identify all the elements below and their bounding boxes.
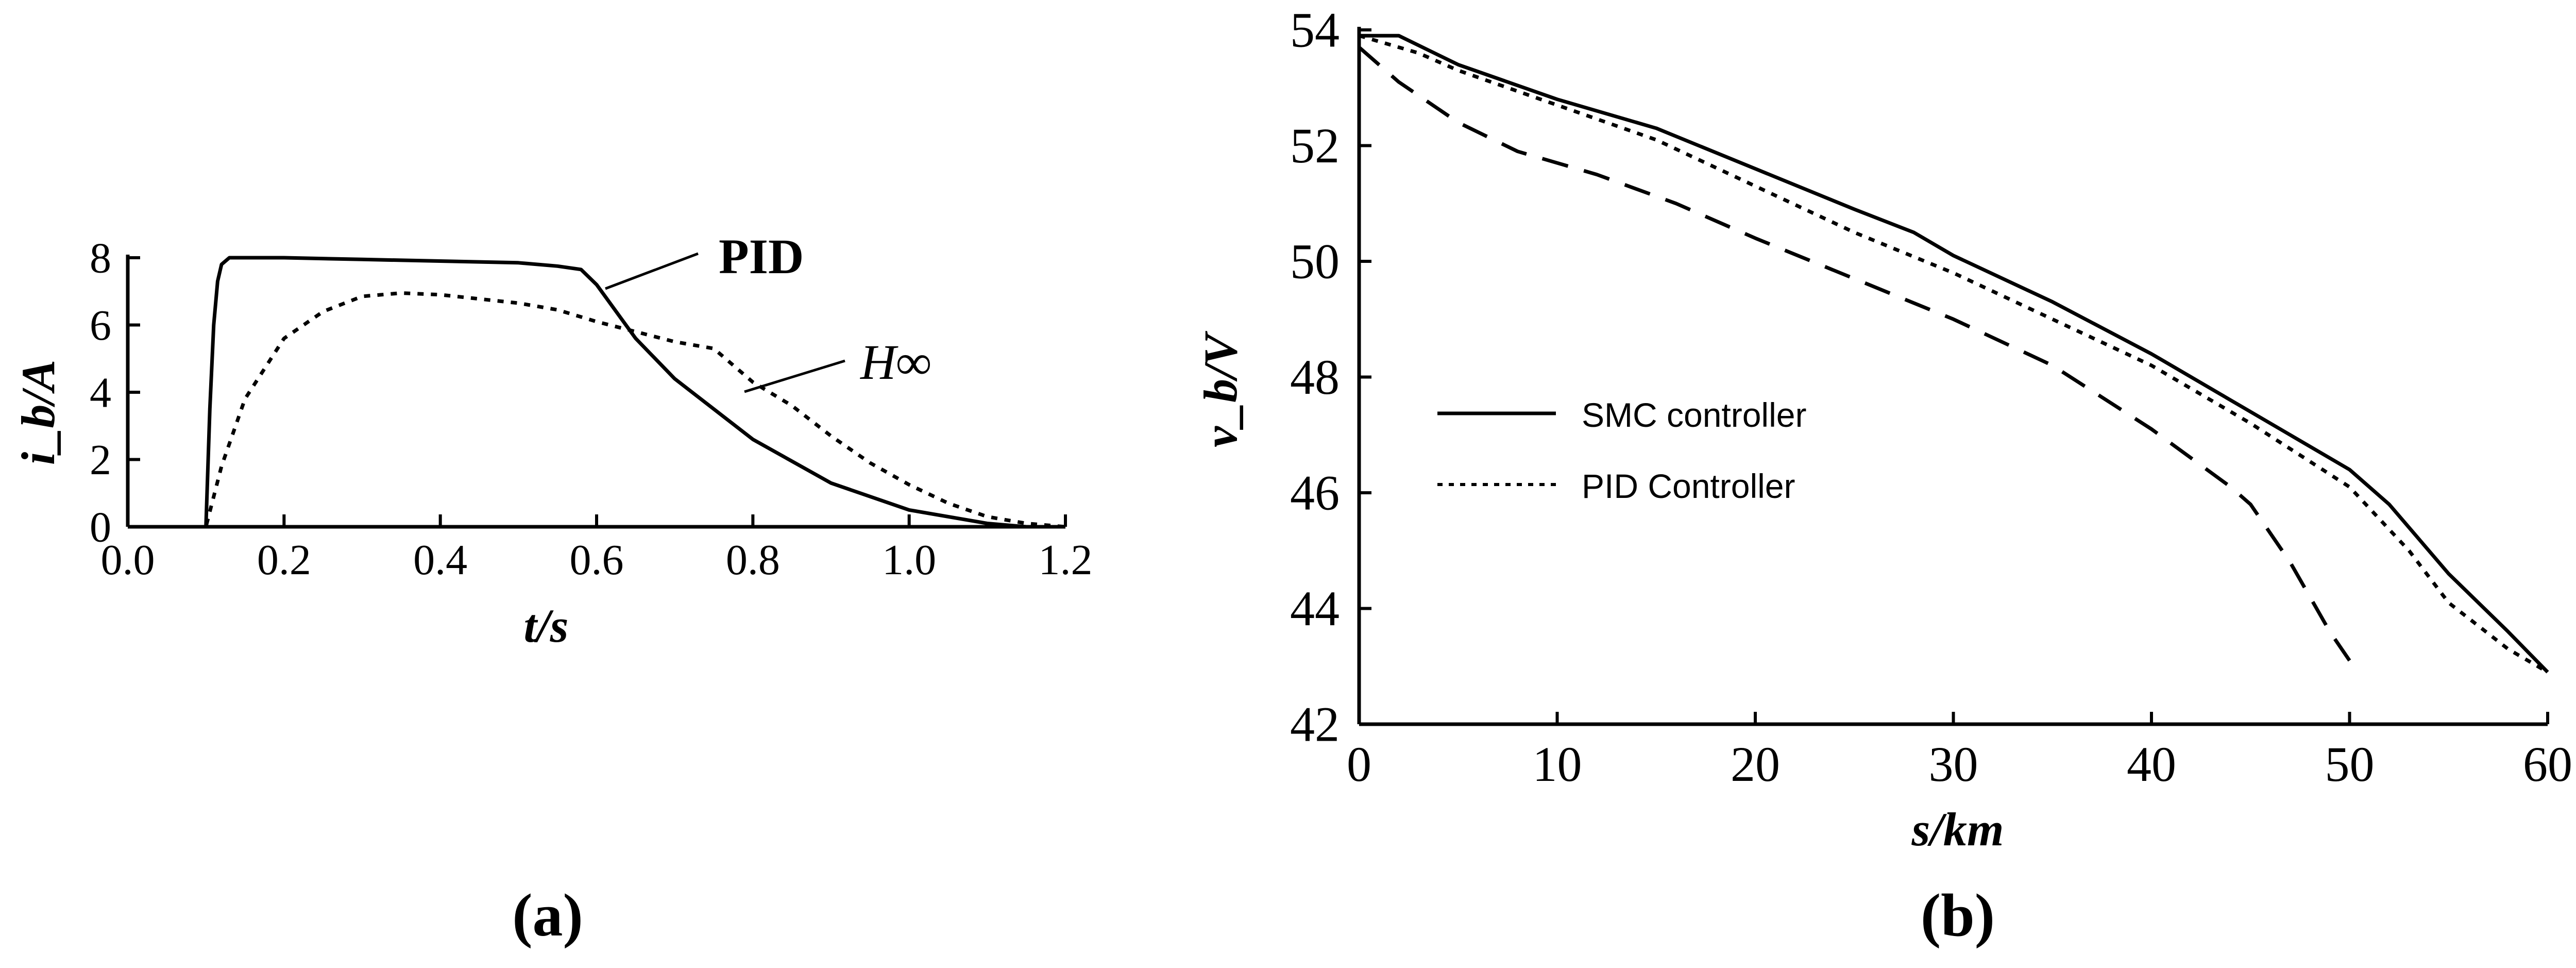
x-tick-label: 0.8	[726, 536, 780, 584]
series-line-dashed-2	[1358, 46, 2351, 662]
chart-a-y-label: i_b/A	[12, 360, 64, 465]
chart-a-panel-label: (a)	[512, 881, 583, 949]
y-tick-label: 8	[90, 235, 111, 282]
x-tick-label: 1.0	[882, 536, 936, 584]
x-tick-label: 0.0	[101, 536, 155, 584]
series-line-dotted-1	[1359, 34, 2549, 674]
x-tick-label: 1.2	[1039, 536, 1093, 584]
chart-a-pid-leader	[605, 252, 699, 290]
chart-b: 0 10 20 30 40 50 60 42 44 46 48 50 52 54 SMC controll…	[1194, 3, 2572, 949]
chart-b-panel-label: (b)	[1921, 881, 1995, 949]
y-tick-label: 54	[1290, 3, 1340, 58]
chart-b-legend: SMC controller PID Controller	[1437, 396, 1806, 505]
y-tick-label: 46	[1290, 465, 1340, 521]
chart-a-x-label: t/s	[524, 599, 569, 652]
series-line-solid-0	[1359, 34, 2549, 674]
legend-label-smc: SMC controller	[1582, 396, 1806, 434]
chart-a-ticks: 0.0 0.2 0.4 0.6 0.8 1.0 1.2 0 2 4 6 8	[90, 235, 1093, 584]
x-tick-label: 0.4	[413, 536, 467, 584]
x-tick-label: 0.2	[257, 536, 311, 584]
chart-b-series	[1358, 34, 2549, 674]
chart-b-x-label: s/km	[1911, 803, 2004, 856]
x-tick-label: 60	[2523, 737, 2572, 792]
chart-a-hinf-leader	[744, 359, 845, 393]
chart-b-y-label: v_b/V	[1194, 330, 1247, 447]
x-tick-label: 20	[1731, 737, 1780, 792]
y-tick-label: 52	[1290, 118, 1340, 173]
chart-a-pid-annotation: PID	[719, 229, 804, 284]
x-tick-label: 0.6	[570, 536, 624, 584]
y-tick-label: 48	[1290, 349, 1340, 405]
x-tick-label: 40	[2127, 737, 2176, 792]
chart-a-series	[128, 256, 1066, 529]
legend-label-pid: PID Controller	[1582, 467, 1795, 505]
series-line-solid-0	[128, 256, 1027, 529]
y-tick-label: 50	[1290, 234, 1340, 289]
x-tick-label: 50	[2325, 737, 2375, 792]
x-tick-label: 10	[1533, 737, 1582, 792]
x-tick-label: 0	[1347, 737, 1371, 792]
chart-a: 0.0 0.2 0.4 0.6 0.8 1.0 1.2 0 2 4 6 8 PID H∞ t/s i_…	[12, 229, 1093, 949]
series-line-dotted-1	[128, 291, 1066, 529]
y-tick-label: 42	[1290, 697, 1340, 752]
y-tick-label: 2	[90, 436, 111, 484]
y-tick-label: 0	[90, 504, 111, 552]
chart-b-ticks: 0 10 20 30 40 50 60 42 44 46 48 50 52 54	[1290, 3, 2572, 792]
chart-a-hinf-annotation: H∞	[859, 335, 931, 390]
y-tick-label: 6	[90, 302, 111, 349]
y-tick-label: 4	[90, 369, 111, 417]
x-tick-label: 30	[1929, 737, 1978, 792]
y-tick-label: 44	[1290, 581, 1340, 636]
